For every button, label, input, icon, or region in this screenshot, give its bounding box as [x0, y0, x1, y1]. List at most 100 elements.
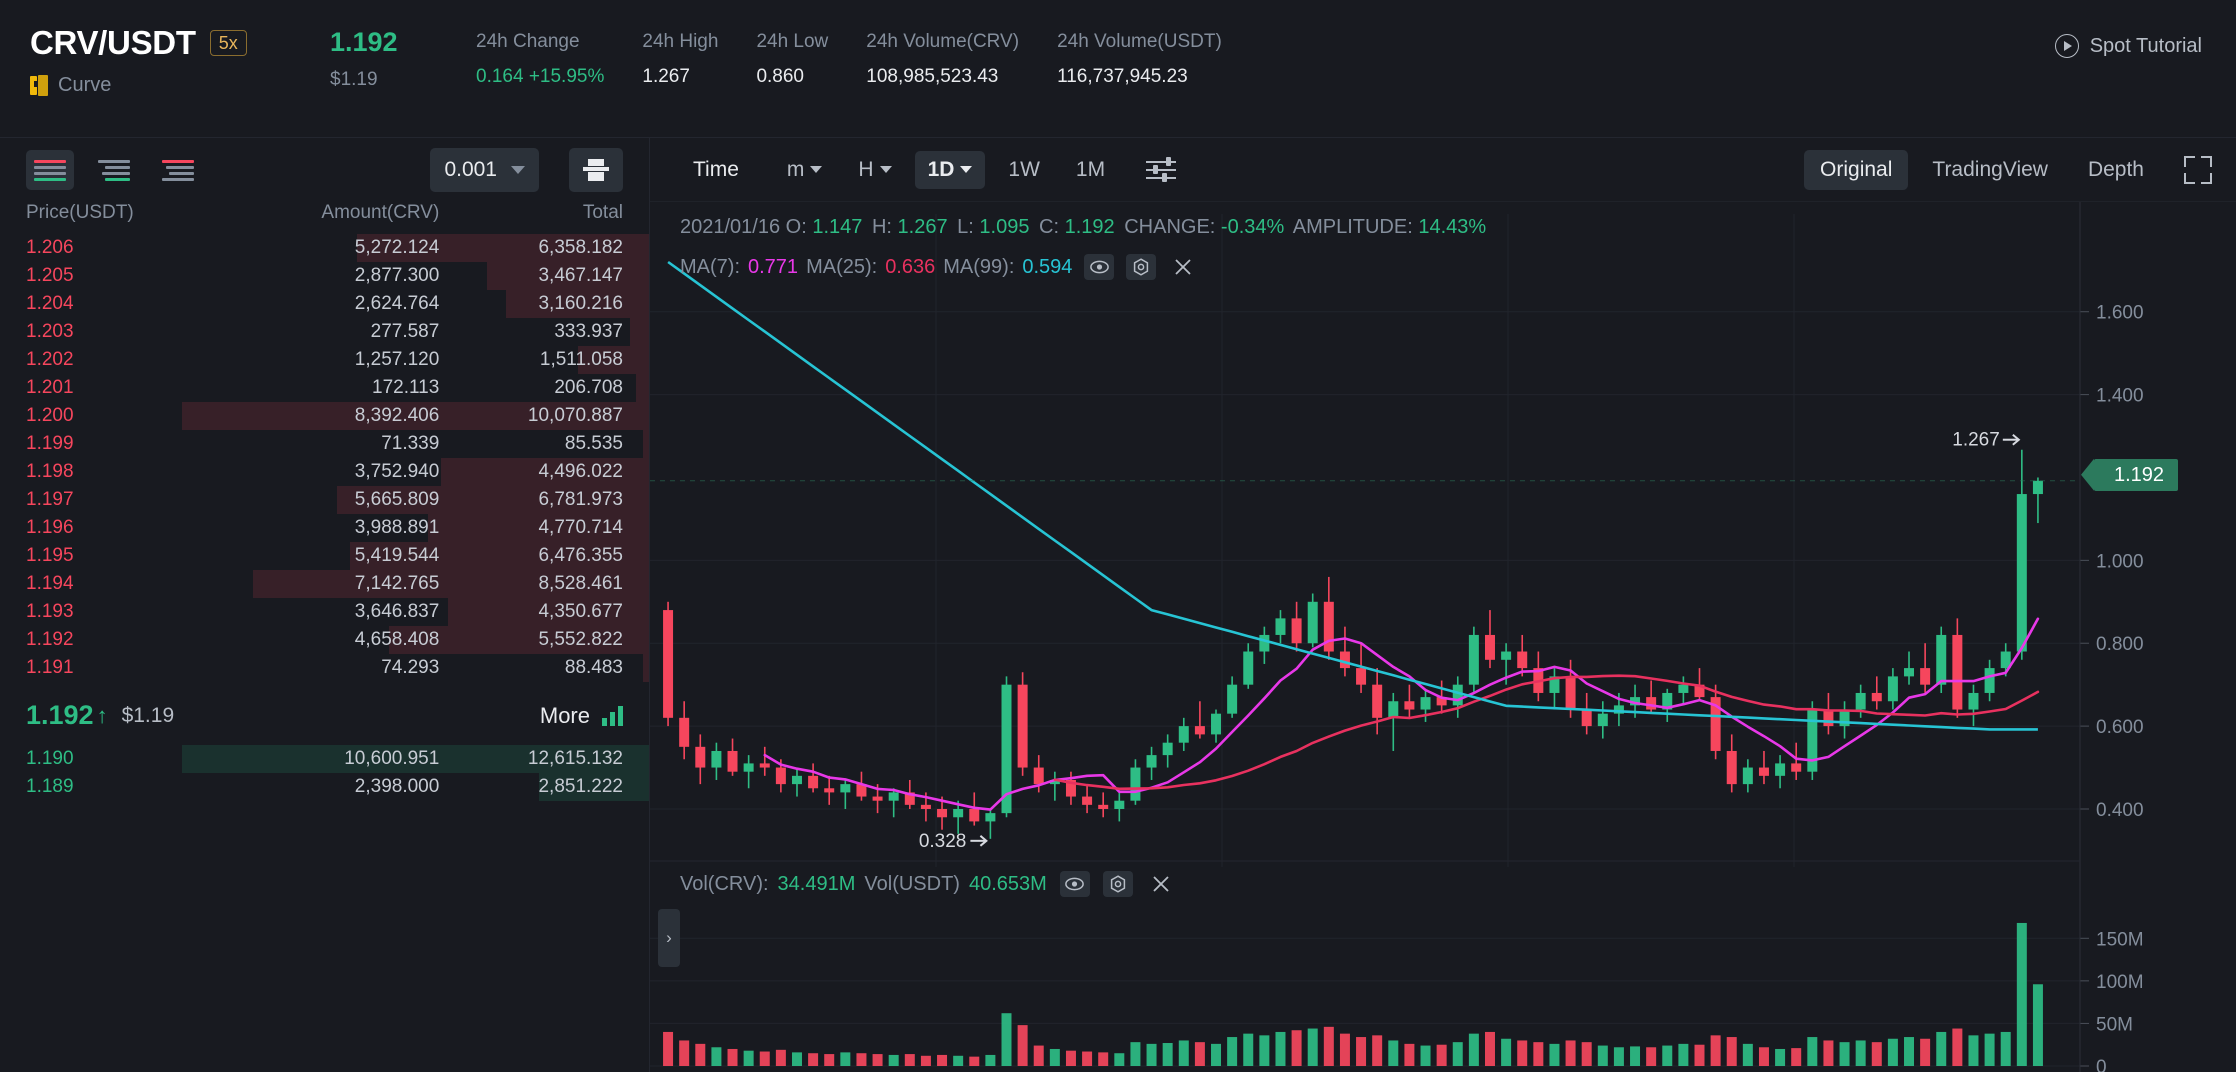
- table-row[interactable]: 1.192 4,658.408 5,552.822: [0, 626, 649, 654]
- stat-value: 1.267: [642, 65, 690, 87]
- stat-24h-low: 24h Low 0.860: [756, 24, 828, 88]
- ma99-label: MA(99):: [943, 255, 1015, 278]
- cell-amount: 5,665.809: [354, 489, 440, 510]
- tab-1d-label: 1D: [927, 157, 955, 181]
- tab-minutes[interactable]: m: [774, 151, 836, 189]
- tab-1d[interactable]: 1D: [914, 150, 986, 189]
- ma7-value: 0.771: [748, 255, 799, 278]
- tick-size-select[interactable]: 0.001: [430, 148, 539, 192]
- cell-amount: 172.113: [372, 377, 440, 398]
- indicator-settings-icon[interactable]: [1126, 254, 1157, 280]
- spot-tutorial-link[interactable]: Spot Tutorial: [2054, 34, 2202, 58]
- cell-total: 6,476.355: [538, 545, 623, 566]
- cell-amount: 3,752.940: [354, 461, 440, 482]
- table-row[interactable]: 1.195 5,419.544 6,476.355: [0, 542, 649, 570]
- stat-value: 116,737,945.23: [1057, 65, 1188, 87]
- tab-hours[interactable]: H: [845, 151, 904, 189]
- chart-toolbar: Time m H 1D 1W 1M: [650, 138, 2236, 202]
- order-book-mid-price: 1.192 ↑ $1.19 More: [0, 682, 649, 745]
- stat-label: 24h Change: [476, 31, 580, 52]
- cell-amount: 2,398.000: [354, 776, 440, 797]
- tab-1m[interactable]: 1M: [1075, 157, 1106, 181]
- ohlc-close-label: C:: [1039, 216, 1060, 238]
- order-book-layout-button[interactable]: [569, 148, 623, 192]
- table-row[interactable]: 1.196 3,988.891 4,770.714: [0, 514, 649, 542]
- stat-label: 24h Low: [756, 31, 829, 52]
- vol-crv-label: Vol(CRV):: [680, 872, 769, 895]
- mid-price-arrow-icon: ↑: [96, 702, 108, 728]
- collapse-panel-handle[interactable]: ›: [658, 909, 680, 967]
- depth-bar: [428, 514, 649, 542]
- fullscreen-icon[interactable]: [2184, 155, 2212, 184]
- cell-amount: 3,646.837: [354, 601, 440, 622]
- svg-text:1.400: 1.400: [2096, 386, 2144, 407]
- curve-coin-icon: [30, 75, 49, 96]
- svg-text:150M: 150M: [2096, 929, 2144, 950]
- tab-original[interactable]: Original: [1804, 149, 1909, 190]
- chart-stage[interactable]: 2021/01/16 O: 1.147 H: 1.267 L: 1.095 C:…: [650, 202, 2236, 1072]
- view-both-button[interactable]: [26, 150, 74, 190]
- depth-bar: [506, 290, 649, 318]
- current-price-badge: 1.192: [2094, 458, 2179, 491]
- table-row[interactable]: 1.198 3,752.940 4,496.022: [0, 458, 649, 486]
- pair-symbol[interactable]: CRV/USDT: [30, 24, 196, 61]
- eye-icon[interactable]: [1084, 254, 1115, 280]
- more-button[interactable]: More: [540, 703, 623, 729]
- ohlc-open-label: O:: [785, 216, 807, 238]
- both-sides-icon: [34, 159, 66, 181]
- cell-price: 1.200: [26, 405, 74, 426]
- cell-price: 1.202: [26, 349, 74, 370]
- cell-amount: 3,988.891: [354, 517, 440, 538]
- pair-block: CRV/USDT 5x Curve: [30, 24, 330, 97]
- chart-view-tabs: Original TradingView Depth: [1804, 149, 2212, 190]
- cell-amount: 4,658.408: [354, 629, 440, 650]
- cell-total: 12,615.132: [527, 748, 623, 769]
- cell-total: 5,552.822: [538, 629, 623, 650]
- ohlc-high-label: H:: [871, 216, 892, 238]
- table-row[interactable]: 1.201 172.113 206.708: [0, 374, 649, 402]
- table-row[interactable]: 1.197 5,665.809 6,781.973: [0, 486, 649, 514]
- svg-text:0: 0: [2096, 1057, 2107, 1072]
- tab-depth[interactable]: Depth: [2087, 157, 2144, 181]
- volume-settings-icon[interactable]: [1102, 871, 1133, 897]
- cell-price: 1.199: [26, 433, 74, 454]
- chart-settings-icon[interactable]: [1146, 157, 1177, 183]
- table-row[interactable]: 1.191 74.293 88.483: [0, 654, 649, 682]
- table-row[interactable]: 1.203 277.587 333.937: [0, 318, 649, 346]
- vol-usdt-value: 40.653M: [968, 872, 1047, 895]
- table-row[interactable]: 1.190 10,600.951 12,615.132: [0, 745, 649, 773]
- svg-text:50M: 50M: [2096, 1014, 2133, 1035]
- ohlc-legend: 2021/01/16 O: 1.147 H: 1.267 L: 1.095 C:…: [680, 216, 1490, 239]
- cell-total: 3,467.147: [538, 265, 623, 286]
- last-price-usd: $1.19: [330, 69, 378, 91]
- view-asks-button[interactable]: [154, 150, 202, 190]
- ma-legend: MA(7): 0.771 MA(25): 0.636 MA(99): 0.594: [680, 254, 1198, 280]
- ma25-label: MA(25):: [806, 255, 878, 278]
- tab-tradingview[interactable]: TradingView: [1932, 157, 2048, 181]
- cell-total: 6,358.182: [538, 237, 623, 258]
- cell-price: 1.189: [26, 776, 74, 797]
- table-row[interactable]: 1.194 7,142.765 8,528.461: [0, 570, 649, 598]
- table-row[interactable]: 1.193 3,646.837 4,350.677: [0, 598, 649, 626]
- table-row[interactable]: 1.199 71.339 85.535: [0, 430, 649, 458]
- close-volume-icon[interactable]: [1146, 871, 1176, 897]
- ticker-header: CRV/USDT 5x Curve 1.192 $1.19 24h Change…: [0, 0, 2236, 138]
- table-row[interactable]: 1.202 1,257.120 1,511.058: [0, 346, 649, 374]
- view-bids-button[interactable]: [90, 150, 138, 190]
- tab-time[interactable]: Time: [693, 157, 739, 181]
- ohlc-date: 2021/01/16: [680, 216, 781, 238]
- table-row[interactable]: 1.189 2,398.000 2,851.222: [0, 773, 649, 801]
- depth-bar: [636, 374, 649, 402]
- eye-icon[interactable]: [1059, 871, 1090, 897]
- mid-price-usd: $1.19: [121, 703, 175, 727]
- depth-bar: [337, 486, 649, 514]
- tab-1w[interactable]: 1W: [1008, 157, 1040, 181]
- svg-text:1.600: 1.600: [2096, 303, 2144, 324]
- table-row[interactable]: 1.206 5,272.124 6,358.182: [0, 234, 649, 262]
- table-row[interactable]: 1.200 8,392.406 10,070.887: [0, 402, 649, 430]
- table-row[interactable]: 1.205 2,877.300 3,467.147: [0, 262, 649, 290]
- close-indicator-icon[interactable]: [1168, 254, 1198, 280]
- table-row[interactable]: 1.204 2,624.764 3,160.216: [0, 290, 649, 318]
- col-header-amount: Amount(CRV): [321, 202, 440, 223]
